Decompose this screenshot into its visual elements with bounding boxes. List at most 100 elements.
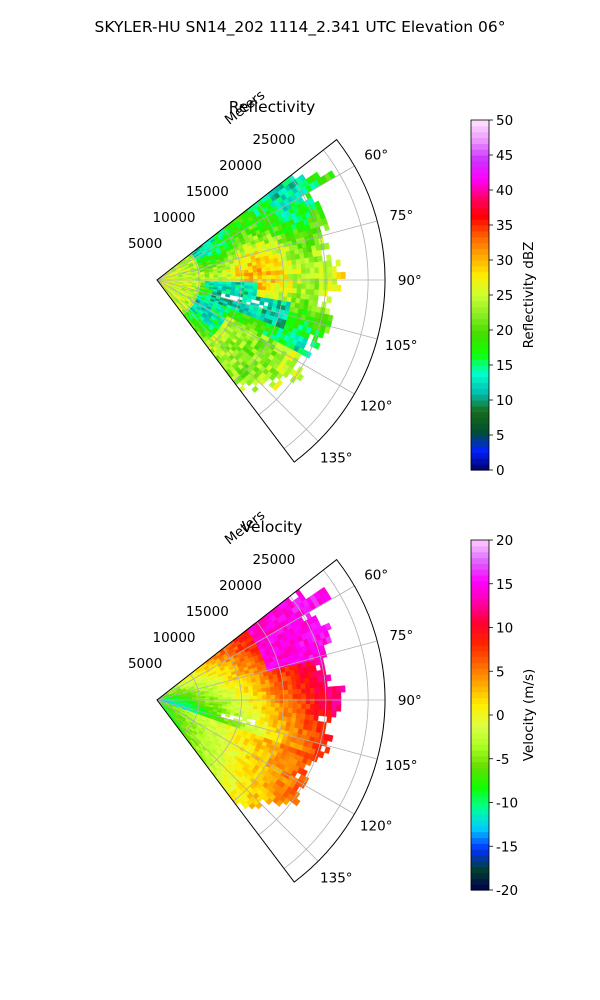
colorbar-segment [471,796,489,804]
data-cell [217,694,223,698]
colorbar-segment [471,125,489,133]
colorbar-segment [471,452,489,459]
data-cell [253,282,259,287]
colorbar-segment [471,843,489,850]
data-cell [301,693,307,700]
data-cell [257,285,263,291]
data-cell [244,282,250,286]
data-cell [336,272,342,279]
data-cell [318,272,324,279]
data-cell [270,702,276,708]
reflectivity-panel: 500010000150002000025000Meters60°75°90°1… [128,87,537,479]
data-cell [261,702,267,708]
data-cell [235,270,241,275]
colorbar-segment [471,709,489,716]
data-cell [313,681,320,689]
colorbar-segment [471,680,489,687]
data-cell [270,274,276,280]
data-cell [325,674,332,682]
data-cell [304,262,311,269]
data-cell [318,284,324,291]
colorbar-segment [471,324,489,331]
data-cell [238,385,246,393]
data-cell [261,275,267,280]
data-cell [239,273,245,277]
range-tick-label: 10000 [153,210,196,226]
colorbar-segment [471,598,489,605]
data-cell [257,282,263,287]
data-cell [257,695,263,700]
data-cell [292,273,298,280]
colorbar-segment [471,820,489,827]
colorbar-segment [471,720,489,728]
colorbar-segment [471,580,489,588]
data-cell [336,284,342,292]
data-cell [213,277,219,280]
data-cell [317,261,324,268]
data-cell [295,293,302,300]
data-cell [261,267,267,273]
data-cell [335,259,341,267]
data-cell [252,268,258,273]
data-cell [274,270,280,276]
data-cell [310,665,317,673]
data-cell [200,277,206,280]
data-cell [292,689,298,695]
data-cell [244,695,250,700]
data-cell [309,703,316,711]
colorbar-segment [471,458,489,465]
data-cell [288,283,294,289]
data-cell [331,692,338,699]
colorbar-segment [471,335,489,343]
colorbar-tick-label: 45 [496,148,513,164]
data-cell [235,690,241,695]
data-cell [253,695,258,700]
data-cell [314,272,320,280]
figure-suptitle: SKYLER-HU SN14_202 1114_2.341 UTC Elevat… [95,18,506,37]
data-cell [296,693,302,700]
data-cell [270,266,276,272]
data-cell [287,292,293,298]
data-cell [326,710,333,718]
data-cell [327,266,333,274]
data-cell [326,716,332,724]
data-cell [292,269,298,275]
data-cell [309,687,315,694]
colorbar-segment [471,365,489,372]
data-cell [323,242,330,250]
colorbar-segment [471,283,489,290]
data-cell [287,689,294,695]
data-cell [296,373,304,382]
data-cell [305,708,311,716]
data-cell [327,692,333,700]
data-cell [305,688,311,695]
colorbar-segment [471,248,489,255]
data-cell [282,680,288,687]
colorbar-segment [471,685,489,693]
angle-tick-label: 105° [385,338,418,354]
data-cell [309,267,315,274]
colorbar-segment [471,388,489,395]
data-cell [304,682,311,689]
data-cell [300,683,306,690]
data-cell [248,269,254,274]
data-cell [222,281,228,285]
colorbar-segment [471,761,489,769]
data-cell [301,283,307,290]
data-cell [327,704,333,712]
data-cell [274,702,280,708]
range-tick-label: 10000 [153,630,196,646]
data-cell [235,701,241,706]
colorbar-segment [471,790,489,798]
data-cell [318,687,324,694]
data-cell [292,288,298,294]
data-cell [274,707,280,713]
data-cell [310,693,316,700]
data-cell [270,694,276,700]
data-cell [283,287,289,293]
colorbar-segment [471,610,489,617]
data-cell [296,263,302,270]
data-cell [222,694,228,698]
colorbar-segment [471,785,489,792]
colorbar-segment [471,860,489,868]
